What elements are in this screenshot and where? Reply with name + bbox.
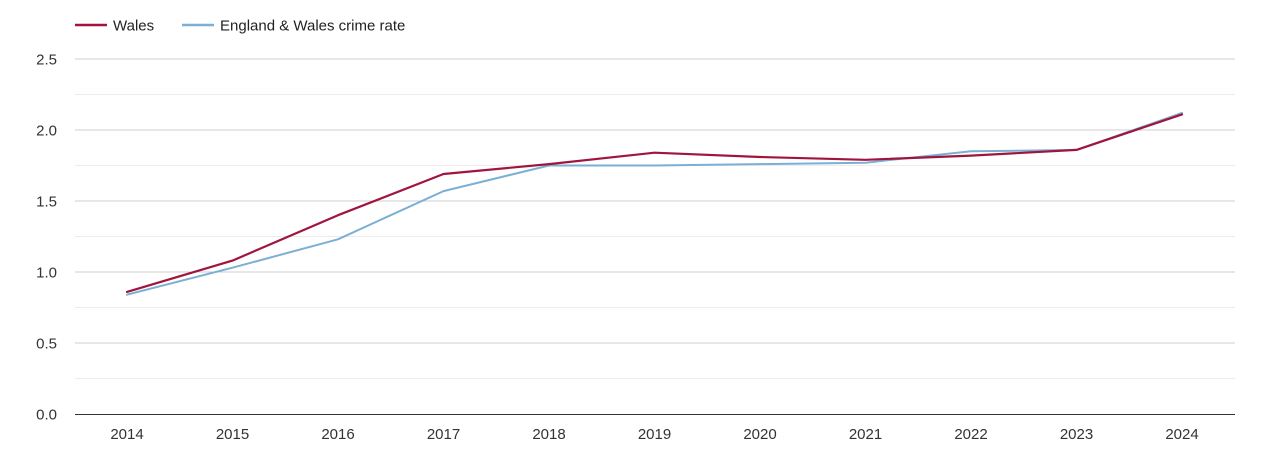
legend: Wales England & Wales crime rate — [75, 18, 405, 35]
x-tick-label: 2019 — [638, 426, 671, 443]
x-tick-label: 2015 — [216, 426, 249, 443]
series-lines — [125, 112, 1184, 296]
y-tick-label: 0.0 — [36, 407, 57, 424]
x-tick-label: 2017 — [427, 426, 460, 443]
y-tick-label: 0.5 — [36, 336, 57, 353]
x-tick-label: 2021 — [849, 426, 882, 443]
x-tick-label: 2020 — [743, 426, 776, 443]
x-axis: 2014 2015 2016 2017 2018 2019 2020 2021 2022 2023… — [75, 414, 1235, 443]
legend-item-wales[interactable]: Wales — [75, 18, 154, 35]
y-tick-label: 2.0 — [36, 123, 57, 140]
y-axis: 0.0 0.5 1.0 1.5 2.0 2.5 — [36, 52, 57, 424]
gridlines — [75, 58, 1235, 379]
x-tick-label: 2014 — [110, 426, 143, 443]
y-tick-label: 1.0 — [36, 265, 57, 282]
series-line-wales — [125, 113, 1184, 293]
legend-label-england-wales: England & Wales crime rate — [220, 18, 405, 35]
legend-item-england-wales[interactable]: England & Wales crime rate — [182, 18, 405, 35]
y-tick-label: 2.5 — [36, 52, 57, 69]
x-tick-label: 2016 — [321, 426, 354, 443]
series-line-england-wales — [126, 112, 1183, 296]
x-tick-label: 2018 — [532, 426, 565, 443]
legend-label-wales: Wales — [113, 18, 154, 35]
x-tick-label: 2024 — [1165, 426, 1198, 443]
x-tick-label: 2023 — [1060, 426, 1093, 443]
x-tick-label: 2022 — [954, 426, 987, 443]
y-tick-label: 1.5 — [36, 194, 57, 211]
